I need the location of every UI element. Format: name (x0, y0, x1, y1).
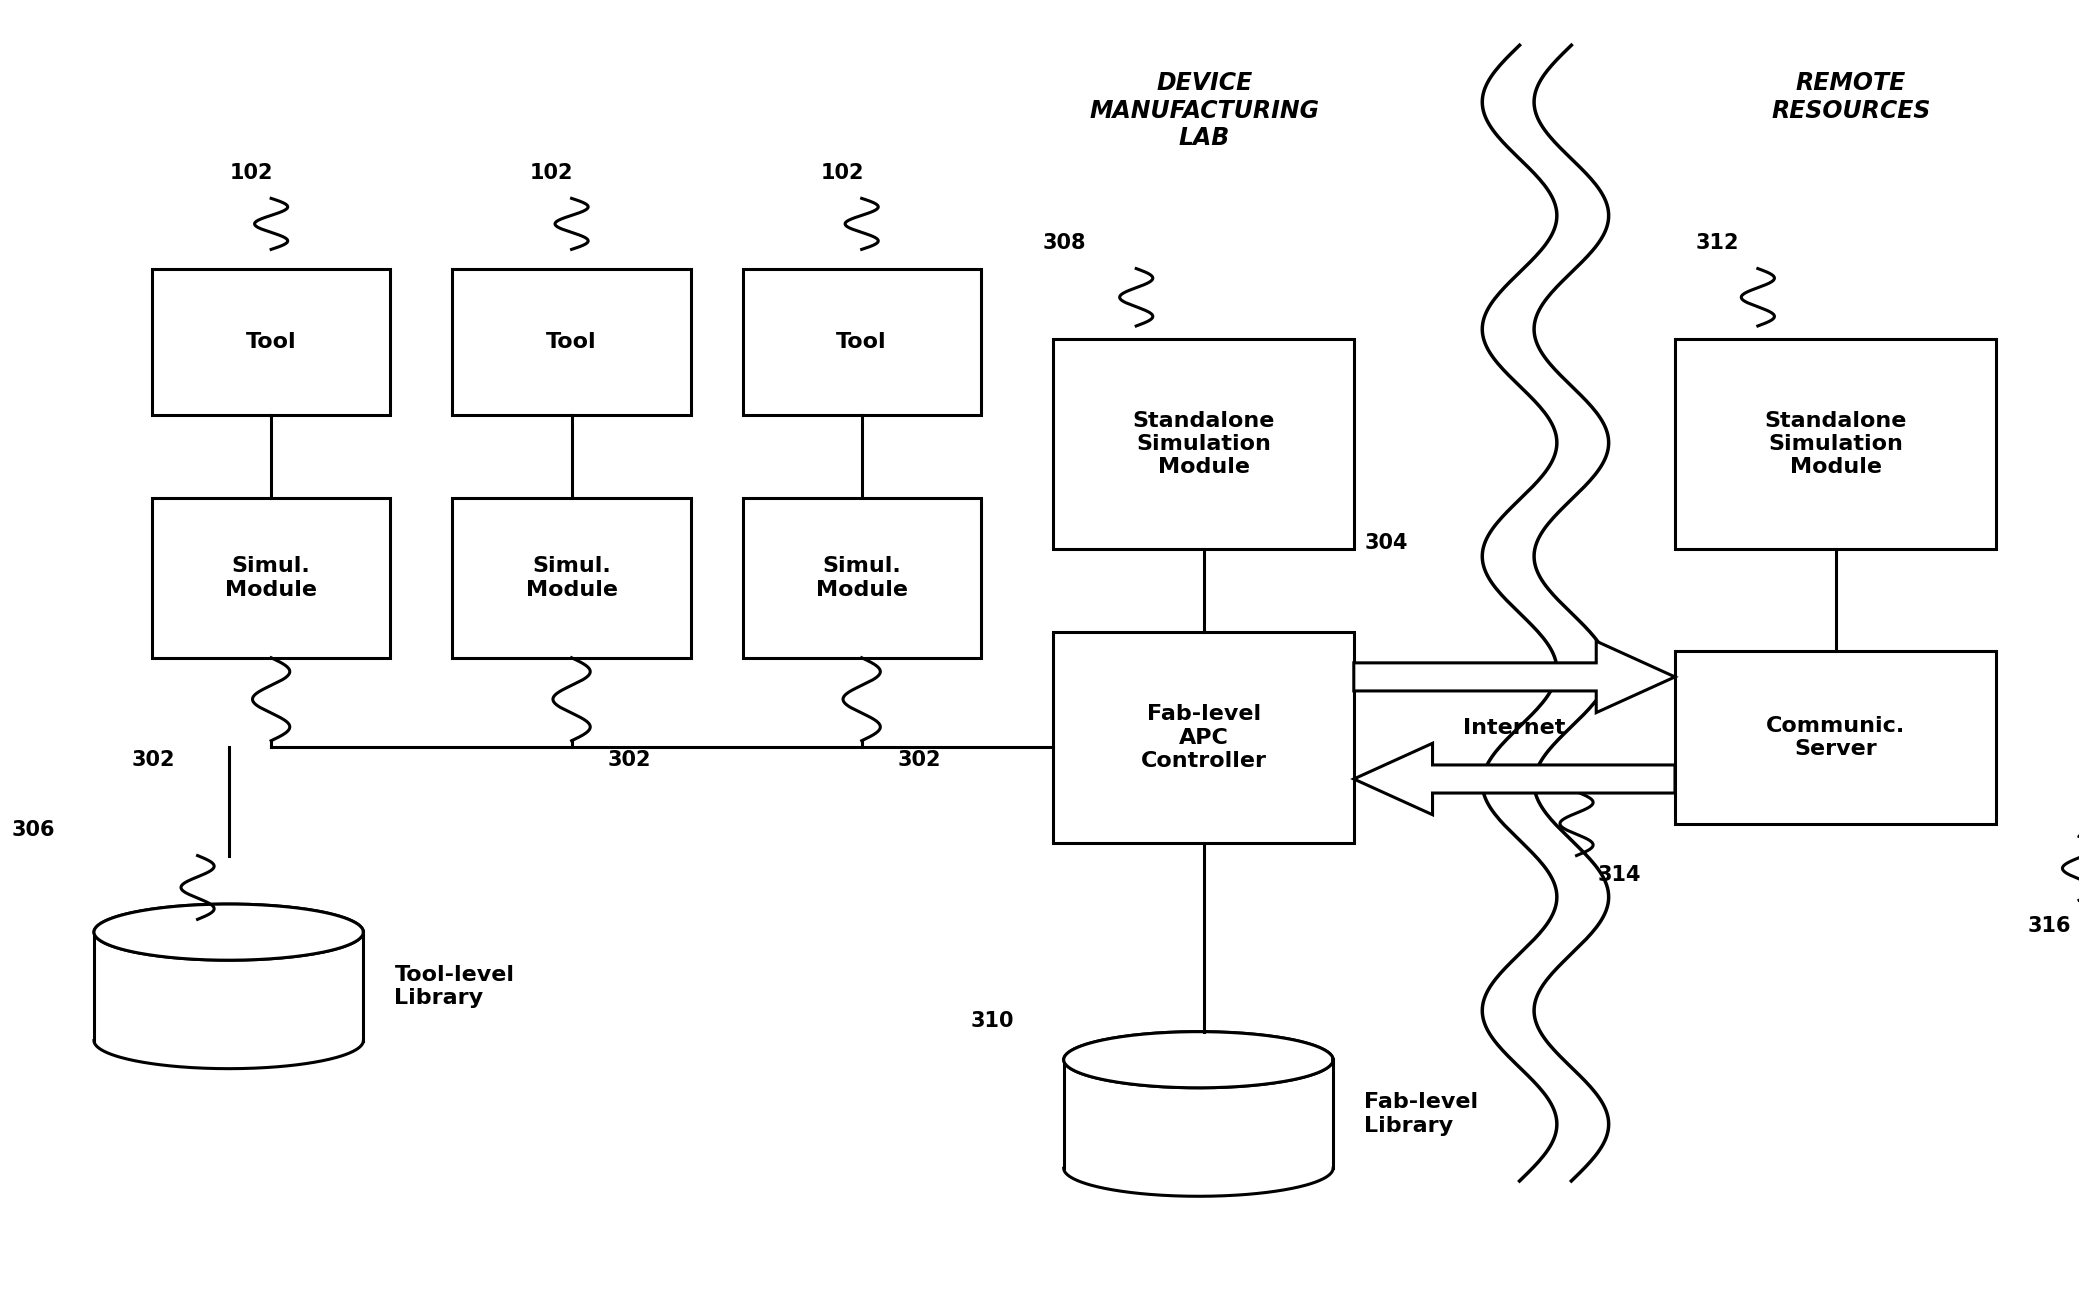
Text: Fab-level
APC
Controller: Fab-level APC Controller (1141, 704, 1266, 770)
Bar (1675, 651, 1997, 823)
Bar (1053, 339, 1354, 550)
Text: 312: 312 (1696, 233, 1740, 253)
Text: 102: 102 (531, 163, 574, 183)
Text: 306: 306 (10, 820, 54, 840)
Polygon shape (94, 904, 363, 960)
Bar (1053, 632, 1354, 842)
Text: Tool: Tool (836, 332, 888, 352)
Bar (453, 498, 691, 658)
Text: Tool: Tool (247, 332, 297, 352)
Text: Standalone
Simulation
Module: Standalone Simulation Module (1132, 410, 1274, 477)
Text: Communic.
Server: Communic. Server (1765, 716, 1905, 759)
Text: 302: 302 (898, 749, 942, 770)
Text: 102: 102 (230, 163, 274, 183)
Bar (742, 268, 982, 415)
Text: 310: 310 (971, 1011, 1013, 1032)
Bar (152, 498, 391, 658)
Text: 302: 302 (132, 749, 175, 770)
Text: 308: 308 (1042, 233, 1086, 253)
Polygon shape (1063, 1032, 1333, 1087)
Text: Simul.
Module: Simul. Module (226, 556, 318, 600)
Text: 314: 314 (1598, 864, 1640, 885)
Text: Fab-level
Library: Fab-level Library (1364, 1093, 1479, 1135)
Polygon shape (1354, 743, 1675, 815)
Bar (453, 268, 691, 415)
Text: 316: 316 (2026, 916, 2070, 935)
Text: 304: 304 (1364, 533, 1408, 553)
Bar (1675, 339, 1997, 550)
Text: REMOTE
RESOURCES: REMOTE RESOURCES (1771, 71, 1930, 123)
Text: Simul.
Module: Simul. Module (815, 556, 909, 600)
Polygon shape (1354, 641, 1675, 712)
Text: DEVICE
MANUFACTURING
LAB: DEVICE MANUFACTURING LAB (1090, 71, 1320, 151)
Text: 102: 102 (821, 163, 863, 183)
Text: Internet: Internet (1462, 719, 1565, 738)
Text: 302: 302 (608, 749, 652, 770)
Text: Tool-level
Library: Tool-level Library (395, 965, 514, 1007)
Text: Simul.
Module: Simul. Module (526, 556, 618, 600)
Text: Standalone
Simulation
Module: Standalone Simulation Module (1765, 410, 1907, 477)
Bar (152, 268, 391, 415)
Bar (742, 498, 982, 658)
Text: Tool: Tool (547, 332, 597, 352)
